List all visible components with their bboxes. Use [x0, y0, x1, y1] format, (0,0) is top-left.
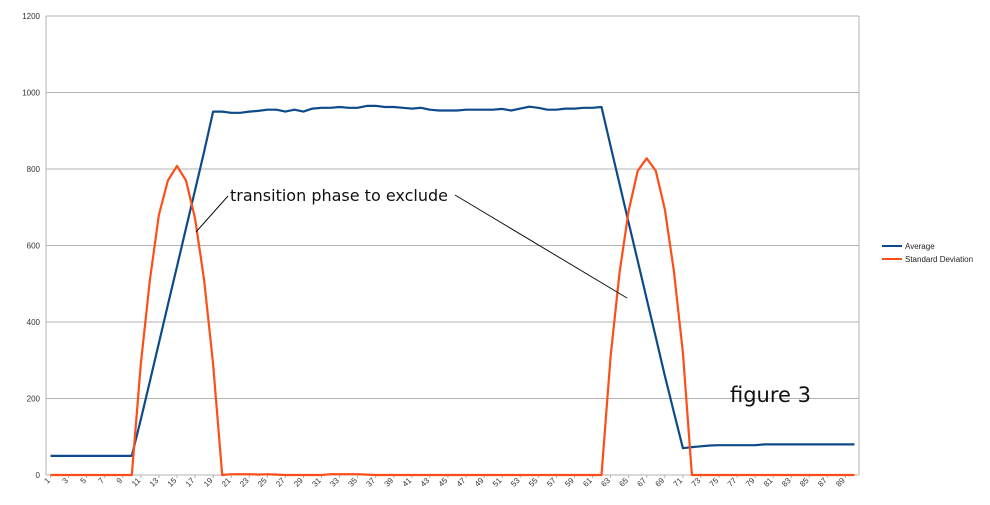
figure-label: figure 3: [730, 383, 811, 407]
x-tick-label: 1: [42, 476, 52, 486]
annotation-transition-text: transition phase to exclude: [230, 186, 448, 205]
x-axis-ticks: 1 3 5 7 9 11 13 15 17 19 21 23 25 27 29 31 33 35 37 39 41 43 4…: [42, 476, 847, 489]
y-tick-label: 600: [27, 242, 41, 251]
series-lines: [50, 104, 855, 477]
y-tick-label: 400: [27, 318, 41, 327]
x-tick-label: 7: [97, 476, 107, 486]
y-axis-ticks: 0 200 400 600 800 1000 1200: [22, 12, 40, 480]
legend: Average Standard Deviation: [882, 242, 973, 264]
legend-label-standard-deviation: Standard Deviation: [905, 255, 973, 264]
x-tick-label: 5: [79, 476, 89, 486]
y-tick-label: 1000: [22, 89, 40, 98]
y-tick-label: 1200: [22, 12, 40, 21]
y-tick-label: 0: [36, 471, 41, 480]
annotation-pointer-left: [195, 195, 229, 233]
x-tick-label: 3: [60, 476, 70, 486]
y-tick-label: 800: [27, 165, 41, 174]
legend-label-average: Average: [905, 242, 935, 251]
annotation-pointer-right: [454, 194, 628, 299]
x-axis: [45, 16, 860, 478]
y-tick-label: 200: [27, 395, 41, 404]
series-line-average: [50, 104, 855, 457]
series-line-standard-deviation: [50, 157, 855, 477]
x-tick-label: 9: [115, 476, 125, 486]
